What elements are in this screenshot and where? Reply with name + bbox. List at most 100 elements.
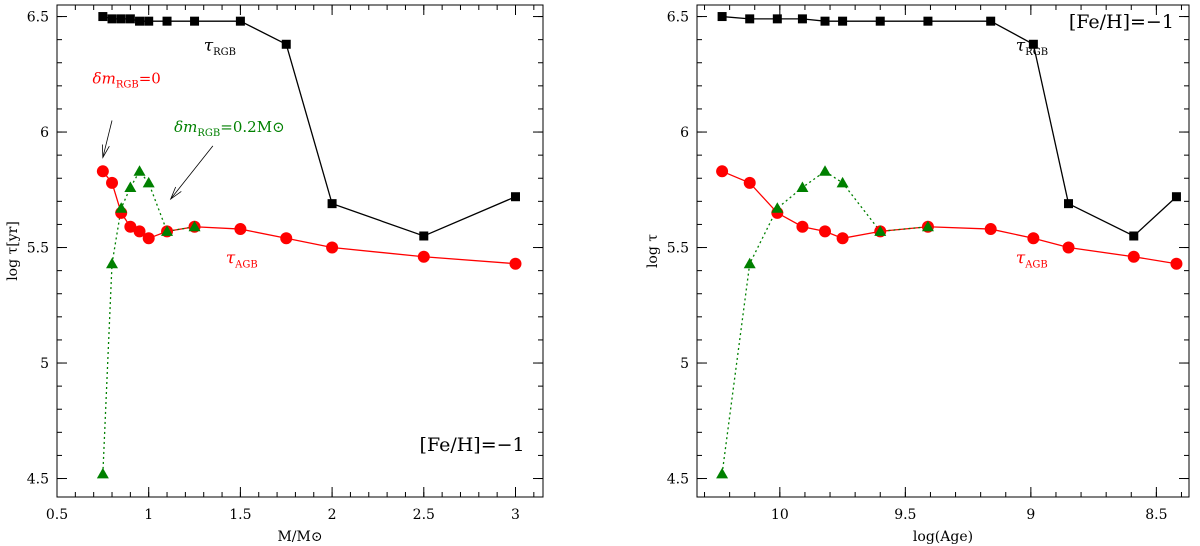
triangle-marker bbox=[874, 225, 887, 236]
annotation-arrow bbox=[170, 145, 214, 200]
square-marker bbox=[327, 199, 337, 209]
circle-marker bbox=[326, 241, 339, 254]
triangle-marker bbox=[106, 257, 119, 269]
circle-marker bbox=[133, 225, 146, 238]
circle-marker bbox=[417, 250, 430, 263]
x-tick-label: 0.5 bbox=[46, 507, 68, 523]
circle-marker bbox=[984, 223, 997, 236]
circle-marker bbox=[836, 232, 849, 245]
y-tick-label: 6.5 bbox=[27, 10, 49, 26]
square-marker bbox=[772, 14, 782, 24]
series-label: τAGB bbox=[1016, 249, 1048, 271]
square-marker bbox=[281, 39, 291, 49]
triangle-marker bbox=[819, 165, 832, 176]
square-marker bbox=[116, 14, 126, 24]
metallicity-label: [Fe/H]=−1 bbox=[1069, 11, 1174, 33]
square-marker bbox=[107, 14, 117, 24]
y-tick-label: 6 bbox=[680, 125, 689, 141]
y-tick-label: 5 bbox=[680, 356, 689, 372]
square-marker bbox=[190, 16, 200, 26]
series-label: τRGB bbox=[1016, 36, 1048, 58]
annotation-arrowhead bbox=[101, 144, 110, 159]
series-line bbox=[722, 15, 1177, 237]
triangle-marker bbox=[716, 467, 729, 479]
annotation-label: δmRGB=0 bbox=[93, 70, 161, 91]
square-marker bbox=[235, 16, 245, 26]
circle-marker bbox=[1127, 250, 1140, 263]
triangle-marker bbox=[96, 467, 109, 479]
square-marker bbox=[144, 16, 154, 26]
triangle-marker bbox=[142, 176, 155, 188]
triangle-marker bbox=[133, 165, 146, 176]
left-panel: 0.5 1 1.5 2 2.5 3 4.5 5 5.5 6 6.5 M/M⊙ log τ[yr] τRGB… bbox=[5, 4, 544, 545]
circle-marker bbox=[124, 220, 137, 233]
triangle-marker bbox=[743, 257, 756, 269]
square-marker bbox=[745, 14, 755, 24]
circle-marker bbox=[234, 223, 247, 236]
circle-marker bbox=[1170, 257, 1183, 270]
circle-marker bbox=[509, 257, 522, 270]
y-tick-label: 4.5 bbox=[667, 472, 689, 488]
triangle-marker bbox=[188, 220, 201, 232]
y-tick-label: 5 bbox=[40, 356, 49, 372]
series-label: τRGB bbox=[204, 36, 236, 58]
y-tick-label: 4.5 bbox=[27, 472, 49, 488]
series-line bbox=[102, 170, 516, 265]
square-marker bbox=[162, 16, 172, 26]
circle-marker bbox=[796, 220, 809, 233]
x-axis-label: M/M⊙ bbox=[277, 529, 322, 545]
triangle-marker bbox=[921, 220, 934, 232]
circle-marker bbox=[142, 232, 155, 245]
square-marker bbox=[797, 14, 807, 24]
x-tick-label: 9 bbox=[1026, 507, 1035, 523]
metallicity-label: [Fe/H]=−1 bbox=[420, 434, 525, 456]
y-tick-label: 5.5 bbox=[27, 241, 49, 257]
y-axis-label: log τ bbox=[645, 234, 661, 268]
x-tick-label: 10 bbox=[771, 507, 789, 523]
series-line bbox=[102, 15, 516, 237]
circle-marker bbox=[743, 176, 756, 189]
x-axis-label: log(Age) bbox=[913, 529, 973, 545]
x-tick-label: 1.5 bbox=[229, 507, 251, 523]
circle-marker bbox=[1027, 232, 1040, 245]
circle-marker bbox=[106, 176, 119, 189]
square-marker bbox=[1028, 39, 1038, 49]
x-tick-label: 1 bbox=[144, 507, 153, 523]
square-marker bbox=[125, 14, 135, 24]
circle-marker bbox=[716, 165, 729, 178]
square-marker bbox=[1129, 231, 1139, 241]
square-marker bbox=[820, 16, 830, 26]
square-marker bbox=[986, 16, 996, 26]
circle-marker bbox=[819, 225, 832, 238]
square-marker bbox=[1064, 199, 1074, 209]
x-tick-label: 9.5 bbox=[894, 507, 916, 523]
square-marker bbox=[510, 192, 520, 202]
square-marker bbox=[135, 16, 145, 26]
square-marker bbox=[923, 16, 933, 26]
triangle-marker bbox=[771, 202, 784, 213]
y-axis-label: log τ[yr] bbox=[5, 221, 21, 281]
triangle-marker bbox=[836, 176, 849, 188]
circle-marker bbox=[96, 165, 109, 178]
circle-marker bbox=[280, 232, 293, 245]
square-marker bbox=[717, 12, 727, 22]
x-tick-label: 2 bbox=[328, 507, 337, 523]
x-tick-label: 2.5 bbox=[413, 507, 435, 523]
annotation-arrowhead bbox=[169, 186, 182, 201]
square-marker bbox=[1171, 192, 1181, 202]
series-line bbox=[721, 170, 1177, 265]
annotation-label: δmRGB=0.2M⊙ bbox=[174, 118, 285, 139]
plot-frame bbox=[56, 4, 544, 498]
right-panel: 10 9.5 9 8.5 4.5 5 5.5 6 6.5 log(Age) log τ τRGB τAG… bbox=[645, 4, 1190, 545]
square-marker bbox=[98, 12, 108, 22]
series-line bbox=[721, 170, 929, 474]
square-marker bbox=[419, 231, 429, 241]
triangle-marker bbox=[796, 181, 809, 192]
x-tick-label: 8.5 bbox=[1145, 507, 1167, 523]
series-label: τAGB bbox=[226, 249, 258, 271]
x-tick-label: 3 bbox=[511, 507, 520, 523]
square-marker bbox=[875, 16, 885, 26]
square-marker bbox=[838, 16, 848, 26]
triangle-marker bbox=[115, 202, 128, 213]
